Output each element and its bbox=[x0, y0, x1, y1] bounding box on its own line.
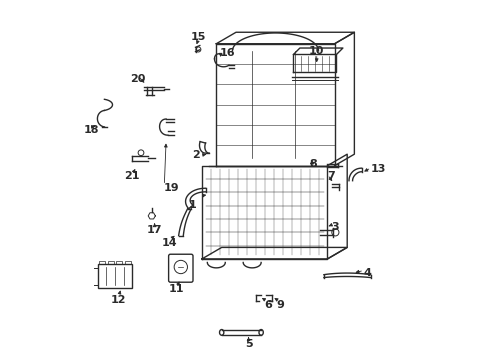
Text: 2: 2 bbox=[193, 150, 200, 160]
Text: 13: 13 bbox=[370, 164, 386, 174]
Bar bbox=[125, 261, 131, 264]
Text: 15: 15 bbox=[191, 32, 206, 41]
Bar bbox=[117, 261, 122, 264]
Text: 11: 11 bbox=[169, 284, 185, 294]
Text: 20: 20 bbox=[130, 74, 145, 84]
Text: 6: 6 bbox=[265, 300, 272, 310]
Text: 5: 5 bbox=[245, 339, 252, 349]
Bar bbox=[99, 261, 105, 264]
Text: 14: 14 bbox=[162, 238, 177, 248]
Bar bbox=[108, 261, 114, 264]
Text: 3: 3 bbox=[331, 222, 339, 231]
Text: 10: 10 bbox=[309, 46, 324, 56]
Text: 21: 21 bbox=[124, 171, 140, 181]
Text: 18: 18 bbox=[84, 125, 99, 135]
Text: 9: 9 bbox=[276, 300, 284, 310]
Text: 4: 4 bbox=[364, 268, 371, 278]
Text: 7: 7 bbox=[327, 171, 335, 181]
Text: 17: 17 bbox=[147, 225, 162, 235]
Text: 12: 12 bbox=[111, 295, 126, 305]
Text: 16: 16 bbox=[220, 48, 236, 58]
Text: 8: 8 bbox=[310, 159, 318, 169]
Text: 19: 19 bbox=[163, 183, 179, 193]
Bar bbox=[98, 264, 132, 288]
Text: 1: 1 bbox=[189, 200, 196, 210]
